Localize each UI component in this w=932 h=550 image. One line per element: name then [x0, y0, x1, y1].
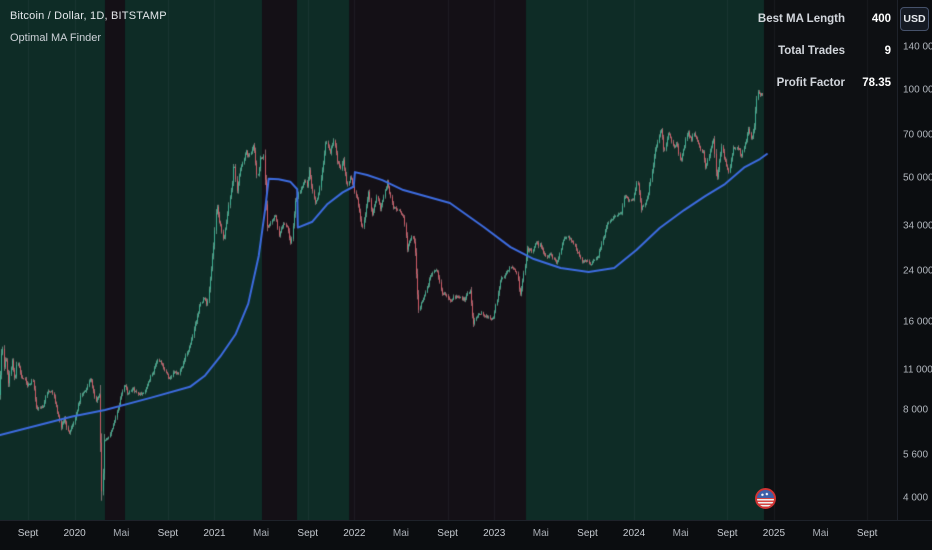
stat-row-profit-factor: Profit Factor 78.35	[758, 73, 891, 94]
x-axis-tick: Mai	[253, 528, 270, 539]
x-axis-tick: 2021	[203, 528, 226, 539]
symbol-title[interactable]: Bitcoin / Dollar, 1D, BITSTAMP	[10, 10, 167, 22]
y-axis-tick: 4 000	[903, 492, 929, 504]
x-axis[interactable]: Sept 2020 Mai Sept 2021 Mai Sept 2022 Mai Sept 202…	[0, 520, 932, 550]
currency-toggle-button[interactable]: USD	[900, 7, 929, 31]
stat-label: Total Trades	[778, 45, 845, 57]
y-axis-tick: 5 600	[903, 449, 929, 461]
y-axis[interactable]: USD 140 000 100 000 70 000 50 000 34 000 24 0…	[897, 0, 932, 520]
x-axis-tick: Sept	[577, 528, 598, 539]
x-axis-tick: Mai	[532, 528, 549, 539]
y-axis-tick: 11 000	[903, 364, 932, 376]
chart-pane[interactable]	[0, 0, 897, 520]
x-axis-tick: Mai	[113, 528, 130, 539]
x-axis-tick: Mai	[812, 528, 829, 539]
x-axis-tick: Sept	[17, 528, 39, 539]
y-axis-tick: 100 000	[903, 84, 932, 96]
x-axis-tick: 2022	[343, 528, 366, 539]
x-axis-tick: Sept	[856, 528, 878, 539]
x-axis-tick: 2023	[483, 528, 506, 539]
x-axis-tick: 2024	[622, 528, 646, 539]
y-axis-tick: 24 000	[903, 265, 932, 277]
stat-value: 78.35	[862, 77, 891, 89]
y-axis-tick: 8 000	[903, 404, 929, 416]
y-axis-tick: 34 000	[903, 220, 932, 232]
stat-value: 9	[884, 45, 891, 57]
x-axis-tick: Sept	[717, 528, 738, 539]
x-axis-tick: Sept	[437, 528, 458, 539]
x-axis-tick: 2025	[762, 528, 786, 539]
stat-row-best-ma-length: Best MA Length 400	[758, 9, 891, 30]
y-axis-tick: 140 000	[903, 41, 932, 53]
stat-row-total-trades: Total Trades 9	[758, 41, 891, 62]
indicator-stats-panel: Best MA Length 400 Total Trades 9 Profit…	[758, 9, 891, 94]
chart-legend: Bitcoin / Dollar, 1D, BITSTAMP Optimal M…	[10, 8, 167, 46]
y-axis-tick: 50 000	[903, 172, 932, 184]
x-axis-tick: Sept	[297, 528, 319, 539]
x-axis-tick: Mai	[392, 528, 410, 539]
us-flag-event-icon[interactable]	[755, 488, 776, 509]
price-chart-canvas[interactable]	[0, 0, 897, 520]
x-axis-tick: Mai	[672, 528, 689, 539]
y-axis-tick: 16 000	[903, 316, 932, 328]
x-axis-tick: Sept	[157, 528, 179, 539]
x-axis-tick: 2020	[63, 528, 86, 539]
stat-label: Profit Factor	[776, 77, 845, 89]
indicator-title[interactable]: Optimal MA Finder	[10, 32, 102, 44]
y-axis-tick: 70 000	[903, 129, 932, 141]
stat-value: 400	[871, 13, 891, 25]
stat-label: Best MA Length	[757, 13, 845, 25]
